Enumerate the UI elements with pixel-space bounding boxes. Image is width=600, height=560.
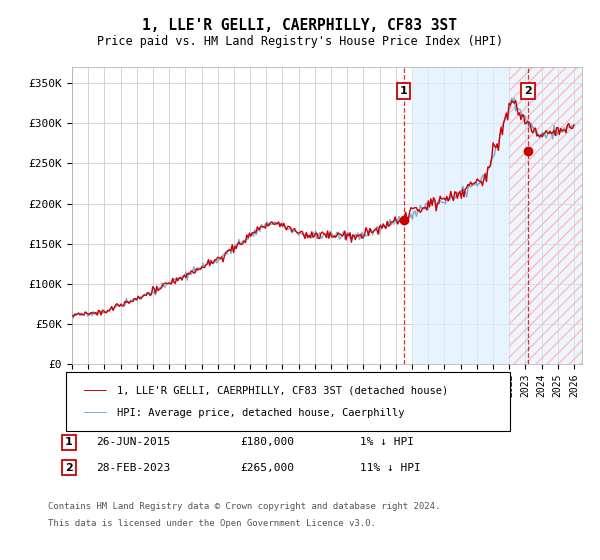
Text: This data is licensed under the Open Government Licence v3.0.: This data is licensed under the Open Gov… xyxy=(48,519,376,528)
Text: 1, LLE'R GELLI, CAERPHILLY, CF83 3ST: 1, LLE'R GELLI, CAERPHILLY, CF83 3ST xyxy=(143,18,458,32)
Text: 28-FEB-2023: 28-FEB-2023 xyxy=(96,463,170,473)
Text: £180,000: £180,000 xyxy=(240,437,294,447)
Text: HPI: Average price, detached house, Caerphilly: HPI: Average price, detached house, Caer… xyxy=(117,408,404,418)
Text: ———: ——— xyxy=(84,384,107,397)
Text: Contains HM Land Registry data © Crown copyright and database right 2024.: Contains HM Land Registry data © Crown c… xyxy=(48,502,440,511)
Text: ———: ——— xyxy=(84,406,107,419)
Text: 11% ↓ HPI: 11% ↓ HPI xyxy=(360,463,421,473)
Text: 1: 1 xyxy=(65,437,73,447)
Text: 2: 2 xyxy=(65,463,73,473)
Text: 1: 1 xyxy=(400,86,407,96)
Text: 2: 2 xyxy=(524,86,532,96)
Text: 1% ↓ HPI: 1% ↓ HPI xyxy=(360,437,414,447)
Bar xyxy=(509,67,582,364)
Bar xyxy=(412,67,509,364)
Text: 1, LLE'R GELLI, CAERPHILLY, CF83 3ST (detached house): 1, LLE'R GELLI, CAERPHILLY, CF83 3ST (de… xyxy=(117,385,448,395)
Text: Price paid vs. HM Land Registry's House Price Index (HPI): Price paid vs. HM Land Registry's House … xyxy=(97,35,503,49)
Text: £265,000: £265,000 xyxy=(240,463,294,473)
Text: 26-JUN-2015: 26-JUN-2015 xyxy=(96,437,170,447)
Bar xyxy=(509,67,582,364)
